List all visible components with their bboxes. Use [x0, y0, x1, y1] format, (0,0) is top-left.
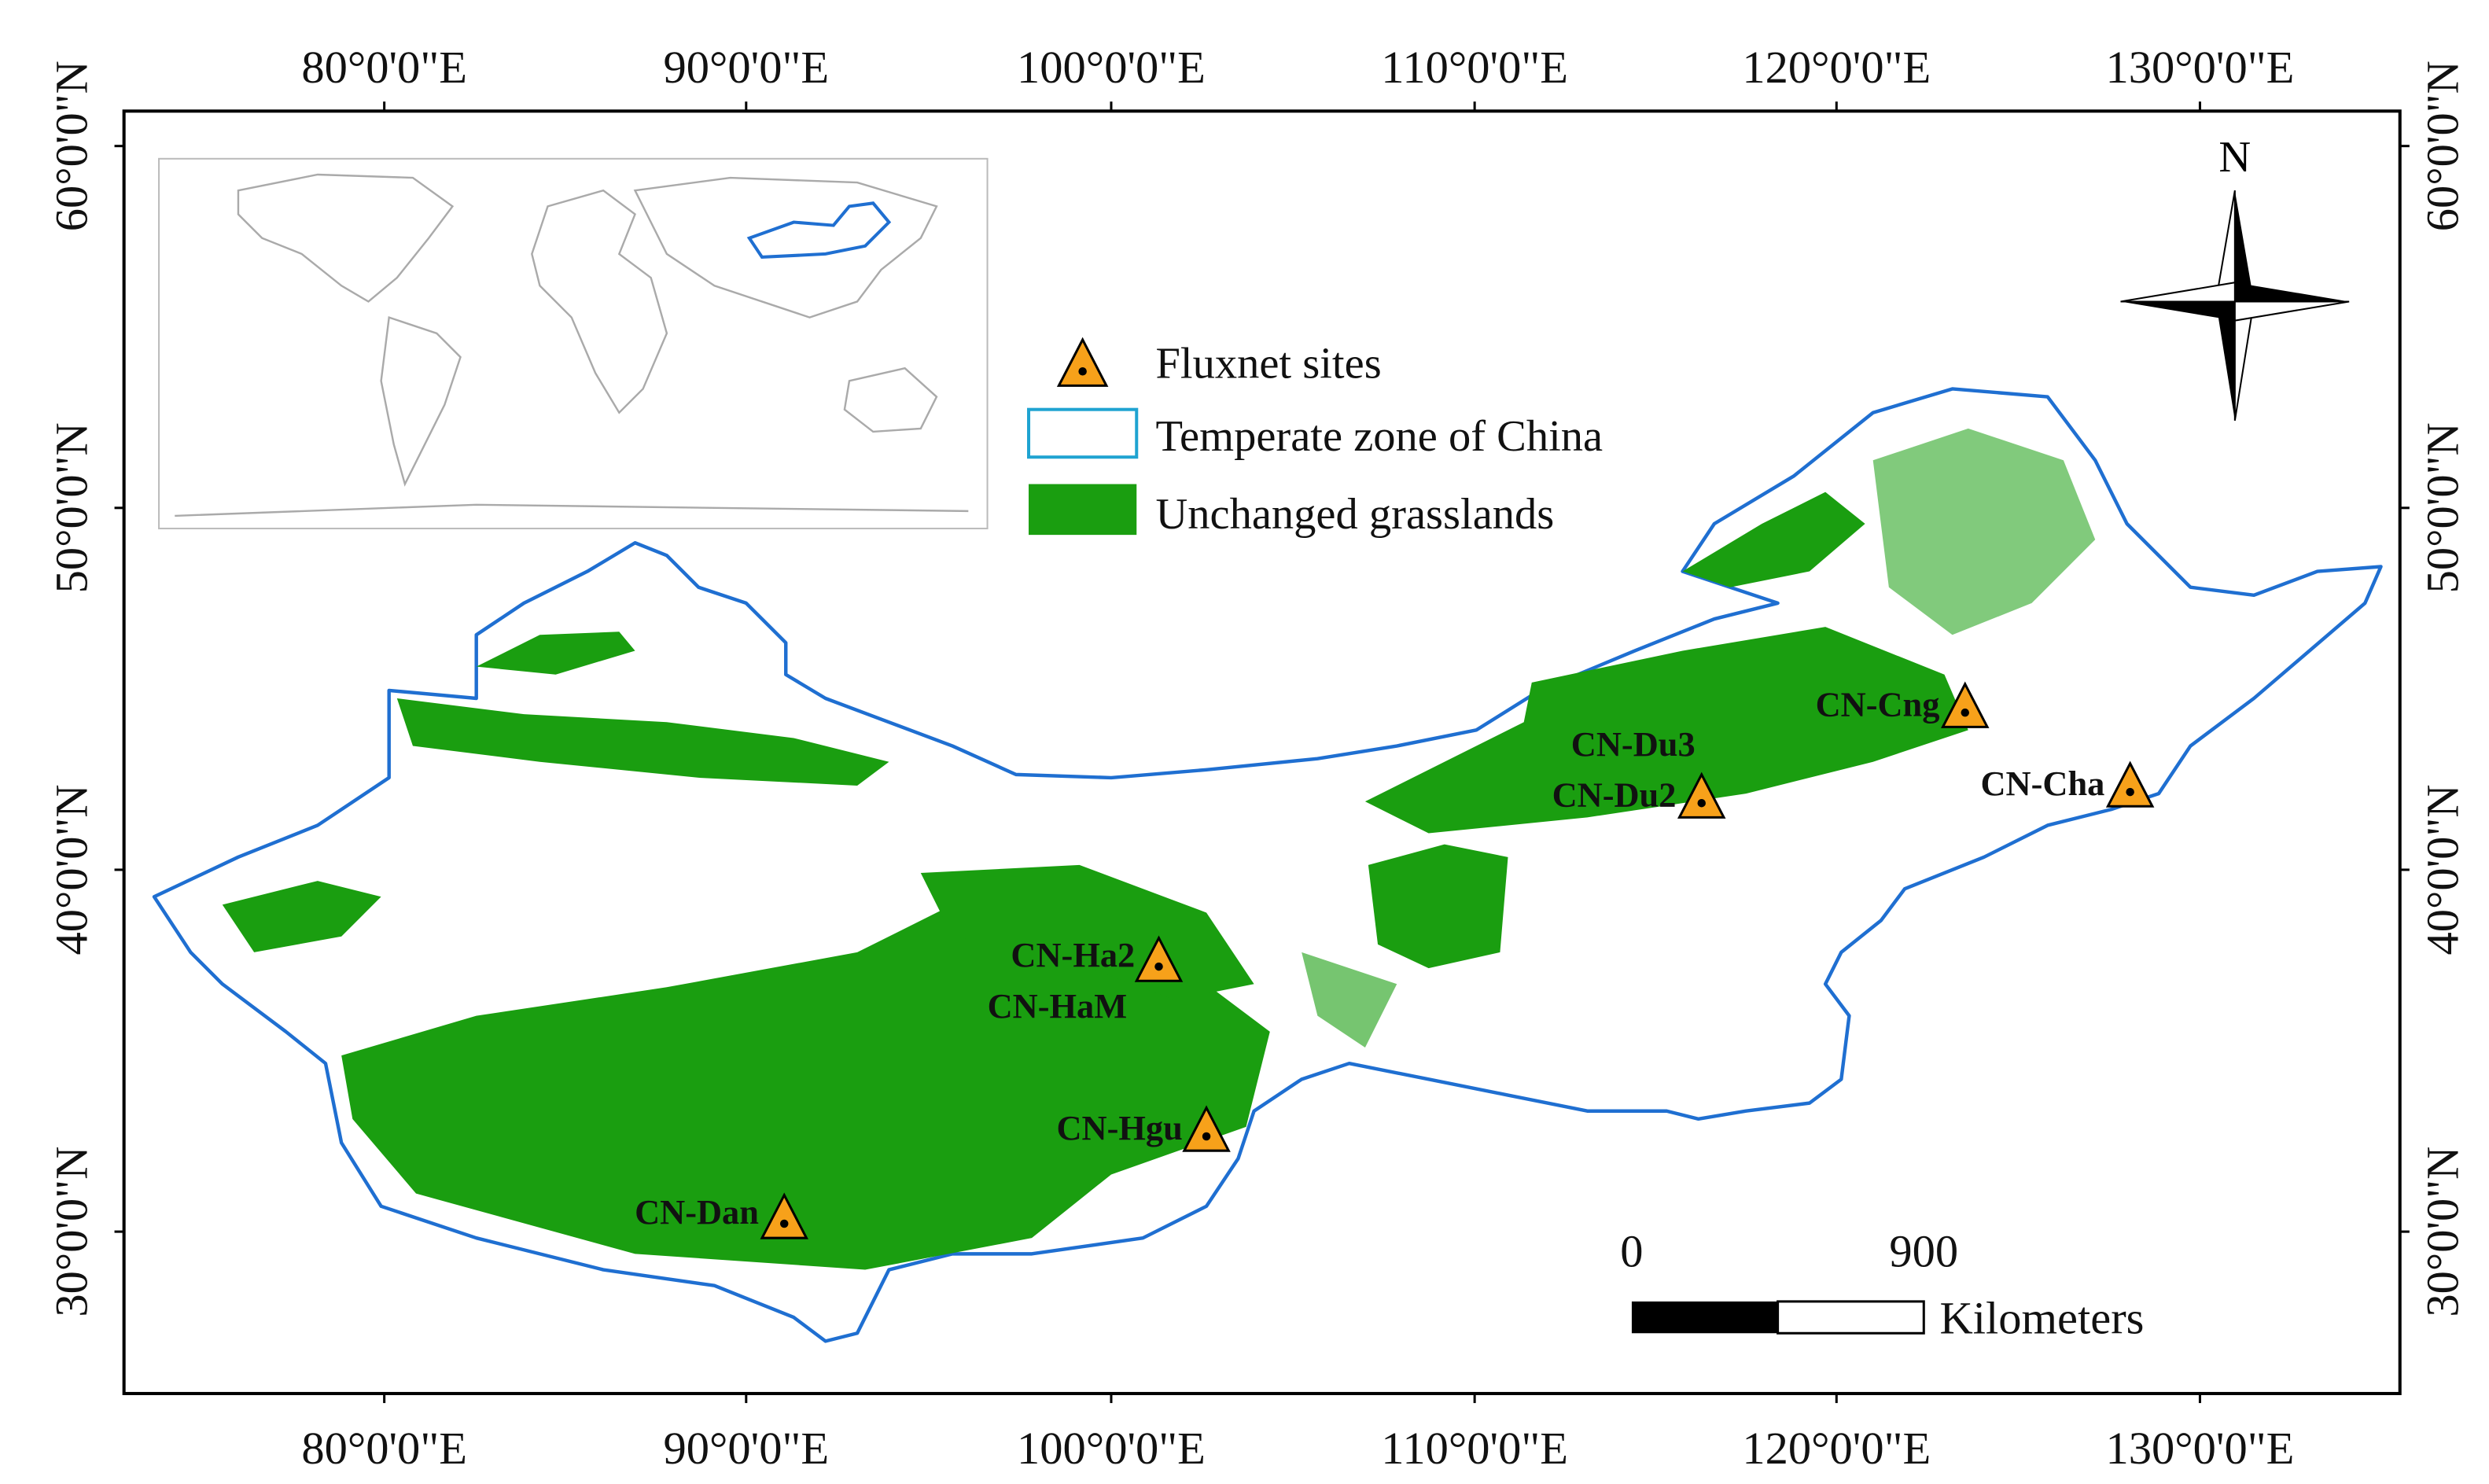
grasslands	[222, 428, 2096, 1270]
latitude-label: 30°0'0"N	[46, 1147, 98, 1317]
legend-label: Unchanged grasslands	[1155, 490, 1554, 539]
legend: Fluxnet sites Temperate zone of China Un…	[1027, 337, 1603, 539]
longitude-label: 130°0'0"E	[2106, 1423, 2295, 1474]
australia	[843, 366, 938, 433]
site-label: CN-Hgu	[1056, 1108, 1182, 1147]
site-label: CN-Cha	[1981, 764, 2105, 803]
inset-frame	[158, 157, 989, 530]
longitude-label: 120°0'0"E	[1742, 1423, 1931, 1474]
site-dot	[1154, 962, 1163, 971]
inset-world-map	[158, 157, 989, 530]
latitude-label: 50°0'0"N	[46, 422, 98, 593]
latitude-label: 50°0'0"N	[2417, 422, 2469, 593]
continents	[175, 173, 969, 517]
scale-unit: Kilometers	[1939, 1292, 2144, 1343]
longitude-label: 80°0'0"E	[301, 42, 467, 93]
latitude-label: 60°0'0"N	[2417, 61, 2469, 231]
south-america	[380, 316, 462, 487]
site-symbol	[1134, 935, 1184, 982]
grassland-patch	[476, 632, 635, 675]
site-label: CN-Dan	[635, 1192, 759, 1232]
legend-grass-swatch	[1029, 484, 1137, 536]
site-dot	[1961, 708, 1970, 717]
site-dot	[2126, 787, 2134, 797]
site-label: CN-HaM	[988, 986, 1128, 1026]
latitude-label: 60°0'0"N	[46, 61, 98, 231]
scale-label: 0	[1620, 1226, 1643, 1277]
site-symbol	[760, 1192, 808, 1239]
legend-site-symbol	[1056, 337, 1109, 387]
scale-segment	[1777, 1300, 1925, 1335]
grassland-patch	[222, 881, 381, 952]
longitude-label: 110°0'0"E	[1381, 1423, 1568, 1474]
longitude-label: 110°0'0"E	[1381, 42, 1568, 93]
grassland-patch	[396, 698, 889, 786]
europe-africa	[531, 189, 668, 414]
legend-label: Temperate zone of China	[1155, 412, 1603, 461]
latitude-label: 30°0'0"N	[2417, 1147, 2469, 1317]
latitude-label: 40°0'0"N	[46, 784, 98, 955]
scale-bar: 0 900 Kilometers	[1620, 1226, 2144, 1344]
grassland-patch	[1302, 952, 1397, 1048]
map-frame	[122, 109, 2402, 1395]
site-dot	[1202, 1132, 1211, 1141]
north-america	[237, 173, 455, 303]
latitude-label: 40°0'0"N	[2417, 784, 2469, 955]
site-label: CN-Du3	[1571, 724, 1696, 764]
grassland-patch	[1368, 844, 1508, 969]
arrow-part	[2233, 300, 2350, 322]
site-symbol	[2105, 760, 2155, 808]
legend-label: Fluxnet sites	[1155, 339, 1381, 388]
grassland-patch	[1872, 428, 2096, 635]
north-label: N	[2218, 133, 2251, 182]
antarctica	[175, 503, 969, 517]
scale-segment	[1631, 1301, 1778, 1334]
site-symbol	[1182, 1105, 1231, 1152]
site-dot	[779, 1219, 789, 1228]
site-label: CN-Ha2	[1011, 935, 1135, 974]
site-dot	[1697, 798, 1706, 808]
grassland-patch	[1364, 627, 1968, 834]
longitude-label: 100°0'0"E	[1017, 42, 1206, 93]
inset-china-zone	[746, 201, 892, 260]
longitude-label: 90°0'0"E	[663, 1423, 829, 1474]
asia	[633, 176, 938, 319]
legend-site-dot	[1078, 367, 1087, 376]
site-symbol	[1941, 681, 1990, 728]
longitude-label: 130°0'0"E	[2106, 42, 2295, 93]
site-label: CN-Cng	[1816, 684, 1940, 724]
longitude-label: 100°0'0"E	[1017, 1423, 1206, 1474]
site-label: CN-Du2	[1552, 775, 1677, 814]
longitude-label: 80°0'0"E	[301, 1423, 467, 1474]
site-symbol	[1677, 771, 1726, 819]
legend-zone-swatch	[1027, 407, 1139, 459]
scale-label: 900	[1889, 1226, 1958, 1277]
longitude-label: 120°0'0"E	[1742, 42, 1931, 93]
grassland-patch	[1682, 492, 1865, 587]
longitude-label: 90°0'0"E	[663, 42, 829, 93]
grassland-patch	[341, 889, 1270, 1270]
